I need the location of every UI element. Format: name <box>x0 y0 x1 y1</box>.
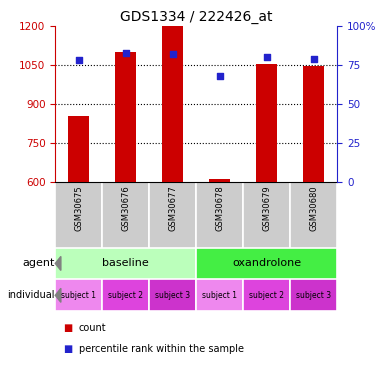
Text: subject 2: subject 2 <box>249 291 284 300</box>
Bar <box>149 279 196 311</box>
Text: GSM30676: GSM30676 <box>121 185 130 231</box>
Bar <box>256 64 277 182</box>
Bar <box>209 179 230 182</box>
Bar <box>290 182 337 248</box>
Bar <box>102 182 149 248</box>
Point <box>311 56 317 62</box>
Bar <box>290 279 337 311</box>
Polygon shape <box>55 256 61 270</box>
Point <box>217 73 223 79</box>
Bar <box>196 279 243 311</box>
Text: subject 1: subject 1 <box>61 291 96 300</box>
Text: agent: agent <box>22 258 54 268</box>
Text: subject 3: subject 3 <box>155 291 190 300</box>
Bar <box>55 182 102 248</box>
Polygon shape <box>55 288 61 302</box>
Text: subject 3: subject 3 <box>296 291 331 300</box>
Text: GSM30675: GSM30675 <box>74 185 83 231</box>
Bar <box>102 279 149 311</box>
Bar <box>243 279 290 311</box>
Bar <box>149 182 196 248</box>
Bar <box>243 182 290 248</box>
Bar <box>162 26 183 182</box>
Point <box>76 57 82 63</box>
Bar <box>55 279 102 311</box>
Text: count: count <box>79 323 107 333</box>
Bar <box>196 248 337 279</box>
Title: GDS1334 / 222426_at: GDS1334 / 222426_at <box>120 10 272 24</box>
Text: ■: ■ <box>63 344 72 354</box>
Bar <box>303 66 324 182</box>
Text: oxandrolone: oxandrolone <box>232 258 301 268</box>
Text: subject 1: subject 1 <box>202 291 237 300</box>
Bar <box>196 182 243 248</box>
Text: percentile rank within the sample: percentile rank within the sample <box>79 344 244 354</box>
Text: GSM30680: GSM30680 <box>309 185 318 231</box>
Text: GSM30677: GSM30677 <box>168 185 177 231</box>
Text: individual: individual <box>7 290 54 300</box>
Text: subject 2: subject 2 <box>108 291 143 300</box>
Text: baseline: baseline <box>102 258 149 268</box>
Bar <box>55 248 196 279</box>
Bar <box>68 116 89 182</box>
Point <box>170 51 176 57</box>
Text: GSM30678: GSM30678 <box>215 185 224 231</box>
Text: ■: ■ <box>63 323 72 333</box>
Point <box>264 54 270 60</box>
Point <box>123 50 129 56</box>
Text: GSM30679: GSM30679 <box>262 185 271 231</box>
Bar <box>115 52 136 182</box>
